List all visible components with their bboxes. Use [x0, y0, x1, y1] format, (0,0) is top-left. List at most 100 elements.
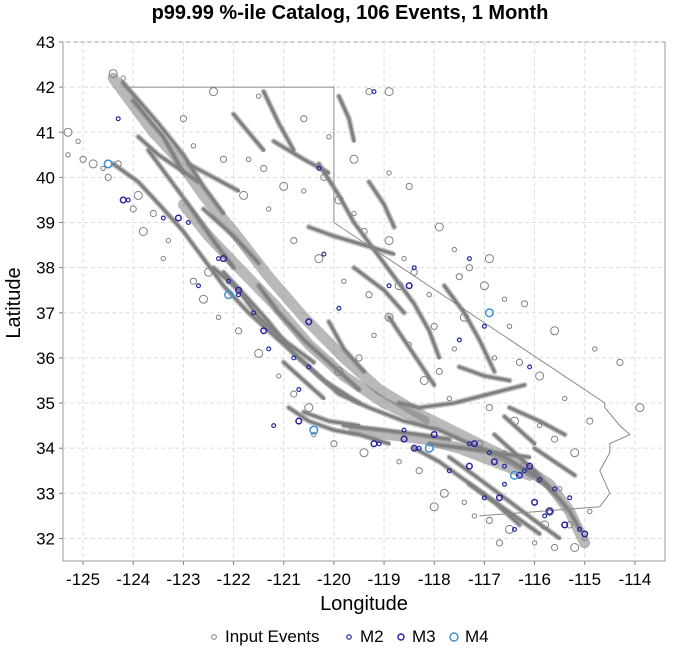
fault-event-cluster	[466, 481, 523, 528]
x-tick-label: -120	[317, 570, 351, 589]
input-event-marker	[505, 524, 514, 534]
fault-trace	[287, 406, 391, 446]
input-event-marker	[501, 450, 508, 456]
input-event-marker	[520, 300, 529, 308]
fault-trace	[317, 162, 441, 360]
input-event-marker	[88, 159, 98, 169]
m2-event-marker	[537, 477, 543, 483]
fault-trace	[327, 320, 366, 373]
y-tick-label: 43	[36, 33, 55, 52]
x-tick-label: -116	[518, 570, 551, 589]
input-event-marker	[138, 227, 148, 236]
input-event-marker	[592, 346, 598, 352]
legend-marker-m2	[346, 634, 352, 640]
input-event-marker	[235, 327, 243, 335]
fault-trace	[508, 406, 567, 437]
m3-events	[119, 196, 589, 538]
input-event-marker	[439, 488, 449, 498]
m3-event-marker	[400, 435, 408, 443]
fault-trace	[457, 365, 511, 382]
input-event-marker	[114, 160, 122, 168]
fault-event-cluster	[531, 445, 578, 479]
input-event-marker	[435, 367, 443, 376]
x-tick-label: -121	[267, 570, 301, 589]
fault-event-cluster	[120, 79, 227, 217]
input-event-marker	[179, 115, 187, 123]
fault-trace	[352, 266, 406, 315]
chart-title: p99.99 %-ile Catalog, 106 Events, 1 Mont…	[152, 2, 549, 24]
fault-trace	[302, 410, 361, 428]
fault-event-cluster	[315, 160, 443, 361]
input-event-marker	[426, 292, 432, 298]
fault-trace	[136, 135, 200, 184]
input-event-marker	[330, 440, 338, 448]
fault-event-cluster	[300, 409, 362, 429]
input-event-marker	[384, 236, 394, 246]
fault-trace	[262, 90, 296, 152]
m3-event-marker	[515, 471, 524, 479]
m2-event-marker	[266, 346, 272, 352]
state-boundary	[123, 86, 631, 517]
y-tick-label: 32	[36, 529, 55, 548]
input-event-marker	[290, 390, 298, 398]
input-event-marker	[459, 312, 469, 322]
input-event-marker	[430, 322, 438, 330]
input-event-marker	[455, 273, 463, 281]
fault-trace	[397, 383, 526, 410]
input-event-marker	[160, 255, 167, 262]
y-axis-ticks: 32 33 34 35 36 37 38 39 40 41 42 43	[36, 33, 63, 548]
fault-event-cluster	[351, 264, 408, 316]
fault-event-cluster	[220, 269, 362, 406]
m2-event-marker	[456, 337, 462, 343]
m2-event-marker	[321, 251, 327, 257]
m2-event-marker	[511, 526, 517, 532]
m3-event-marker	[370, 440, 378, 448]
m2-event-marker	[185, 220, 191, 226]
m3-event-marker	[235, 286, 243, 294]
input-event-marker	[189, 277, 197, 285]
input-event-marker	[401, 255, 407, 262]
input-event-marker	[550, 326, 560, 336]
input-event-marker	[545, 506, 555, 516]
input-events	[63, 69, 645, 552]
fault-event-cluster	[260, 88, 297, 154]
m3-event-marker	[260, 327, 268, 335]
m2-events	[115, 89, 583, 532]
fault-event-cluster	[145, 147, 237, 271]
input-event-marker	[320, 173, 328, 181]
m2-event-marker	[336, 305, 342, 311]
m4-event-marker	[509, 470, 520, 480]
input-event-marker	[75, 138, 81, 145]
input-event-marker	[510, 416, 519, 426]
legend-label-m3: M3	[412, 627, 436, 646]
m2-event-marker	[502, 463, 508, 469]
m2-event-marker	[401, 427, 407, 433]
y-tick-label: 40	[36, 168, 55, 187]
fault-trace	[442, 284, 496, 373]
m2-event-marker	[481, 323, 487, 329]
fault-trace	[232, 112, 266, 152]
input-event-marker	[451, 246, 457, 253]
input-event-marker	[100, 165, 106, 172]
input-event-marker	[334, 195, 344, 205]
input-event-marker	[536, 476, 544, 484]
m2-event-marker	[521, 468, 527, 474]
input-event-marker	[471, 513, 478, 519]
m2-event-marker	[542, 513, 548, 519]
m2-event-marker	[115, 116, 121, 122]
x-tick-label: -115	[568, 570, 601, 589]
input-event-marker	[616, 358, 624, 366]
m2-event-marker	[567, 495, 573, 501]
m2-event-marker	[386, 283, 392, 289]
input-event-marker	[485, 404, 493, 412]
m3-event-marker	[305, 318, 313, 326]
m3-event-marker	[119, 196, 127, 204]
fault-traces	[110, 79, 583, 542]
input-event-marker	[465, 264, 473, 272]
legend-label-m4: M4	[465, 627, 489, 646]
input-event-marker	[215, 314, 222, 320]
input-event-marker	[79, 155, 87, 163]
m3-event-marker	[526, 462, 534, 470]
input-event-marker	[434, 222, 444, 232]
m2-event-marker	[371, 89, 377, 95]
